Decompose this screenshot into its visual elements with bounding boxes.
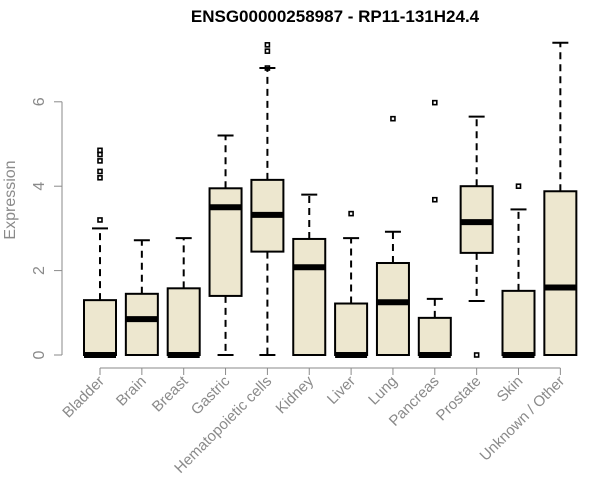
box-group <box>334 210 369 358</box>
x-tick-label: Liver <box>324 373 359 408</box>
box-group <box>208 134 243 356</box>
box <box>166 287 201 357</box>
y-tick-label: 4 <box>31 182 48 191</box>
outlier-point <box>264 42 271 48</box>
x-tick-label: Bladder <box>59 373 108 422</box>
outlier-point <box>97 174 103 181</box>
outlier-point <box>97 158 103 164</box>
outlier-point <box>264 65 271 71</box>
box <box>375 262 410 356</box>
x-tick-label: Brain <box>113 373 150 410</box>
box <box>292 237 327 356</box>
outlier-point <box>390 115 396 122</box>
plot-area <box>83 41 578 358</box>
outlier-point <box>515 183 522 189</box>
outlier-point <box>348 210 354 217</box>
box-group <box>83 147 117 358</box>
x-tick-label: Breast <box>149 372 192 415</box>
box <box>124 292 159 356</box>
y-tick-label: 6 <box>31 97 48 106</box>
chart-title: ENSG00000258987 - RP11-131H24.4 <box>191 7 480 26</box>
x-tick-label: Skin <box>494 373 527 406</box>
box <box>501 289 536 356</box>
box-group <box>417 99 452 358</box>
box <box>334 302 369 356</box>
box-group <box>292 193 327 356</box>
y-axis-label: Expression <box>2 160 19 239</box>
x-tick-label: Lung <box>365 373 401 409</box>
outlier-point <box>97 217 103 223</box>
outlier-point <box>97 147 103 154</box>
box <box>543 190 578 356</box>
box-group <box>166 237 201 358</box>
y-axis: 0 2 4 6 <box>31 97 63 359</box>
x-tick-label: Prostate <box>433 373 485 425</box>
outlier-point <box>431 99 438 106</box>
box <box>83 299 117 357</box>
box-group <box>501 183 536 358</box>
box-group <box>543 41 578 356</box>
outlier-point <box>97 151 103 158</box>
box <box>417 316 452 357</box>
y-tick-label: 0 <box>31 350 48 359</box>
outlier-point <box>473 352 480 358</box>
box-group <box>250 42 285 356</box>
outlier-point <box>431 196 438 203</box>
outlier-point <box>264 48 271 54</box>
y-tick-label: 2 <box>31 266 48 275</box>
box-group <box>459 115 494 358</box>
x-tick-label: Kidney <box>273 372 318 417</box>
box-group <box>124 239 159 356</box>
outlier-point <box>97 168 103 175</box>
box-group <box>375 115 410 356</box>
